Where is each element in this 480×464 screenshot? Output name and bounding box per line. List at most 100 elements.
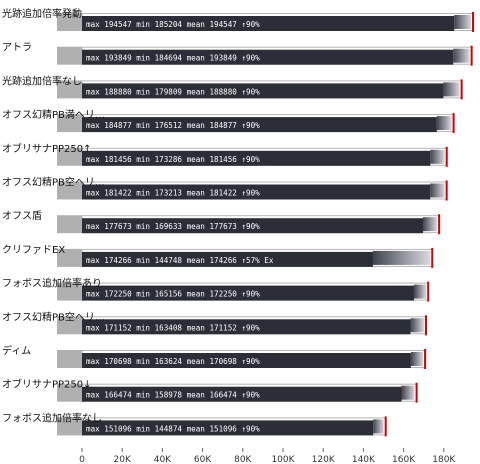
stat-band — [82, 251, 373, 267]
stat-text: max 151096 min 144874 mean 151096 ↑90% — [86, 424, 260, 433]
label-tab — [57, 114, 82, 133]
bar-row: クリファドEX max 174266 min 144748 mean 174266… — [2, 244, 434, 268]
x-tick-label: 20K — [114, 455, 132, 464]
x-tick-label: 140K — [352, 455, 376, 464]
stat-band — [82, 319, 411, 335]
category-label: オフス盾 — [2, 210, 42, 222]
stat-band — [82, 150, 431, 166]
stat-text: max 174266 min 144748 mean 174266 ↑57% E… — [86, 256, 274, 265]
stat-band — [82, 16, 455, 31]
stat-text: max 166474 min 158978 mean 166474 ↑90% — [86, 391, 260, 400]
x-tick-label: 160K — [392, 455, 416, 464]
mean-bar — [373, 419, 384, 434]
mean-bar — [454, 15, 472, 29]
mean-bar — [443, 82, 460, 97]
label-tab — [57, 248, 82, 267]
stat-text: max 171152 min 163408 mean 171152 ↑90% — [86, 323, 260, 332]
category-label: オブリサナPP250↓ — [2, 378, 92, 391]
stat-band — [82, 353, 411, 368]
label-tab — [57, 181, 82, 200]
label-tab — [57, 147, 82, 166]
bar-row: オフス盾 max 177673 min 169633 mean 177673 ↑9… — [2, 210, 441, 235]
x-tick-label: 80K — [234, 455, 252, 464]
mean-bar — [422, 217, 438, 232]
stat-band — [82, 386, 402, 402]
category-label: フォボス追加倍率あり — [2, 277, 102, 290]
x-tick-label: 0 — [79, 455, 85, 464]
label-tab — [57, 46, 82, 65]
stat-text: max 181456 min 173286 mean 181456 ↑90% — [86, 155, 260, 164]
x-tick-label: 60K — [194, 455, 212, 464]
bar-row: オブリサナPP250↑max 181456 min 173286 mean 18… — [2, 142, 448, 167]
stat-text: max 172250 min 165156 mean 172250 ↑90% — [86, 290, 260, 299]
max-marker — [438, 214, 441, 235]
stat-text: max 177673 min 169633 mean 177673 ↑90% — [86, 222, 260, 231]
x-tick-label: 120K — [312, 455, 336, 464]
max-marker — [424, 349, 427, 369]
stat-text: max 184877 min 176512 mean 184877 ↑90% — [86, 121, 260, 130]
max-marker — [415, 382, 418, 403]
max-marker — [452, 113, 455, 134]
max-marker — [460, 79, 463, 100]
mean-bar — [372, 250, 431, 265]
stat-band — [82, 420, 374, 436]
stat-band — [82, 218, 423, 234]
max-marker — [431, 247, 434, 268]
label-tab — [57, 316, 82, 335]
category-label: 光跡追加倍率なし — [2, 74, 82, 87]
stat-band — [82, 49, 454, 65]
category-label: フォボス追加倍率なし — [2, 411, 102, 424]
label-tab — [57, 215, 82, 234]
bar-row: ディム max 170698 min 163624 mean 170698 ↑90… — [2, 344, 427, 369]
mean-bar — [413, 284, 427, 299]
category-label: クリファドEX — [2, 244, 65, 256]
x-tick-label: 100K — [271, 455, 295, 464]
stat-text: max 181422 min 173213 mean 181422 ↑90% — [86, 189, 260, 198]
label-tab — [57, 350, 82, 368]
category-label: ディム — [2, 344, 31, 357]
category-label: オブリサナPP250↑ — [2, 142, 92, 155]
bar-row: オフス幻精PB空ヘリ…max 171152 min 163408 mean 17… — [2, 310, 428, 336]
bar-row: 光跡追加倍率発動 max 194547 min 185204 mean 19454… — [2, 7, 475, 32]
category-label: オフス幻精PB空ヘリ… — [2, 176, 105, 189]
max-marker — [470, 45, 473, 66]
stat-text: max 170698 min 163624 mean 170698 ↑90% — [86, 357, 260, 366]
stat-band — [82, 83, 444, 99]
x-tick-label: 40K — [154, 455, 172, 464]
bar-row: オフス幻精PB満ヘリ…max 184877 min 176512 mean 18… — [2, 108, 455, 134]
label-tab — [57, 80, 82, 99]
category-label: アトラ — [2, 42, 32, 54]
bar-row: アトラ max 193849 min 184694 mean 193849 ↑90… — [2, 42, 473, 66]
x-tick-label: 180K — [432, 455, 456, 464]
stat-text: max 194547 min 185204 mean 194547 ↑90% — [86, 20, 260, 29]
label-tab — [57, 383, 82, 402]
category-label: オフス幻精PB満ヘリ… — [2, 108, 105, 121]
category-label: 光跡追加倍率発動 — [2, 7, 82, 20]
mean-bar — [410, 352, 424, 366]
mean-bar — [430, 183, 445, 198]
stat-text: max 188880 min 179809 mean 188880 ↑90% — [86, 87, 260, 96]
stat-band — [82, 285, 414, 301]
label-tab — [57, 282, 82, 301]
mean-bar — [436, 116, 452, 131]
label-tab — [57, 13, 82, 31]
bar-row: オブリサナPP250↓max 166474 min 158978 mean 16… — [2, 378, 418, 403]
mean-bar — [401, 385, 415, 400]
max-marker — [425, 315, 428, 336]
stat-band — [82, 184, 431, 200]
max-marker — [445, 180, 448, 201]
category-label: オフス幻精PB空ヘリ… — [2, 310, 105, 323]
max-marker — [427, 281, 430, 302]
bar-row: 光跡追加倍率なし max 188880 min 179809 mean 18888… — [2, 74, 463, 100]
stat-text: max 193849 min 184694 mean 193849 ↑90% — [86, 54, 260, 63]
max-marker — [472, 12, 475, 32]
max-marker — [384, 416, 387, 437]
label-tab — [57, 417, 82, 436]
bar-row: オフス幻精PB空ヘリ…max 181422 min 173213 mean 18… — [2, 176, 448, 201]
max-marker — [445, 146, 448, 167]
stat-band — [82, 117, 437, 133]
mean-bar — [410, 318, 425, 333]
